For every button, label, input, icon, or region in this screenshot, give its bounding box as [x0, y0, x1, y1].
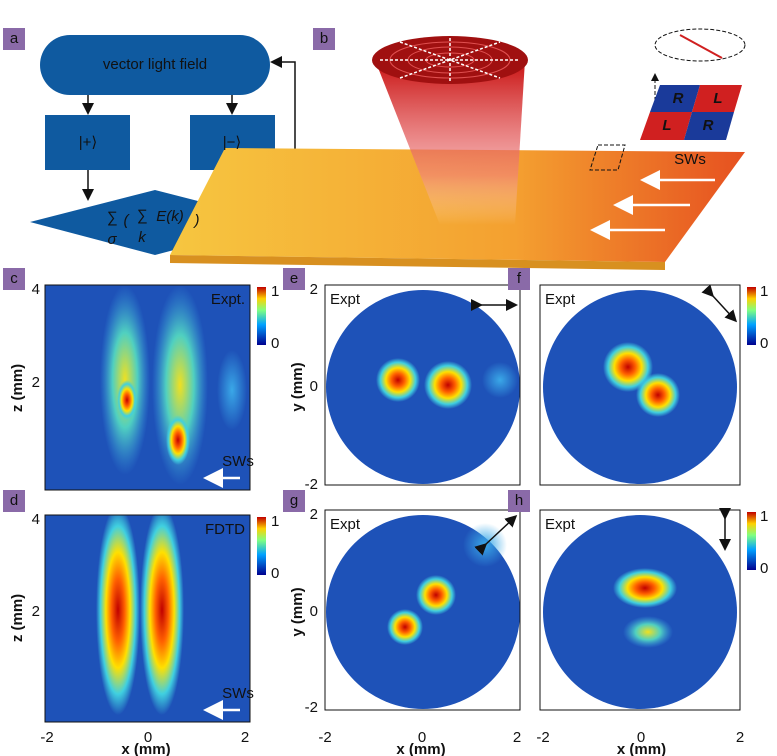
colorbar-label: 1	[271, 513, 279, 530]
sw-arrows	[203, 468, 240, 720]
map-e	[326, 290, 520, 484]
tile-label: L	[713, 90, 722, 107]
panel-badge	[3, 490, 25, 512]
waves-label: SWs	[222, 453, 254, 470]
x-tick-label: 2	[241, 729, 249, 746]
tile-label: L	[662, 117, 671, 134]
map-g	[326, 515, 520, 709]
y-axis-label: z (mm)	[9, 364, 26, 412]
y-tick-label: -2	[305, 699, 318, 716]
wave-arrows	[590, 170, 715, 240]
colorbars	[257, 287, 756, 575]
plate-edge	[170, 255, 665, 270]
colorbar-label: 0	[760, 560, 768, 577]
formula-part: k	[138, 229, 147, 246]
panel-badge	[508, 268, 530, 290]
colorbar-label: 0	[271, 565, 279, 582]
x-tick-label: 2	[736, 729, 744, 746]
y-axis-label: y (mm)	[289, 362, 306, 411]
x-tick-label: 0	[637, 729, 645, 746]
x-axis-label: x (mm)	[617, 741, 666, 756]
axes	[44, 284, 741, 723]
panel-label: e	[290, 270, 298, 287]
y-tick-label: -2	[305, 476, 318, 493]
pol-arrows	[471, 284, 738, 556]
field-arrows	[380, 38, 520, 82]
map-f	[543, 290, 737, 484]
polar-arrow	[679, 34, 723, 59]
waves-label: SWs	[674, 151, 706, 168]
tag: Expt	[330, 516, 361, 533]
source-box	[40, 35, 270, 95]
polar-ellipse	[654, 28, 746, 62]
panel-label: c	[10, 270, 18, 287]
panel-label: h	[515, 492, 523, 509]
formula-part: ∑	[137, 207, 148, 224]
beam	[375, 60, 525, 225]
formula-part: E(k)	[156, 208, 184, 225]
source-label: vector light field	[103, 56, 207, 73]
panel-badge	[283, 268, 305, 290]
x-tick-label: -2	[40, 729, 53, 746]
panel-badge	[283, 490, 305, 512]
colorbar-label: 1	[760, 283, 768, 300]
colorbar-label: 1	[271, 283, 279, 300]
tag: Expt	[545, 291, 576, 308]
panel-label: g	[290, 492, 298, 509]
y-tick-label: 4	[32, 281, 40, 298]
colorbar-label: 1	[760, 508, 768, 525]
tag: Expt	[330, 291, 361, 308]
plus-label: |+⟩	[79, 134, 98, 151]
y-tick-label: 4	[32, 511, 40, 528]
x-tick-label: -2	[536, 729, 549, 746]
y-tick-label: 2	[310, 281, 318, 298]
tile-label: R	[673, 90, 684, 107]
x-tick-label: 2	[513, 729, 521, 746]
formula-part: (	[124, 212, 131, 229]
y-tick-label: 2	[310, 506, 318, 523]
panel-label: b	[320, 30, 328, 47]
x-tick-label: 0	[144, 729, 152, 746]
y-tick-label: 2	[32, 374, 40, 391]
panel-badge	[508, 490, 530, 512]
x-tick-label: 0	[418, 729, 426, 746]
map-d	[45, 515, 250, 722]
map-c	[45, 285, 250, 490]
maps	[44, 284, 756, 723]
tiles	[640, 85, 742, 140]
map-h	[543, 515, 737, 709]
x-axis-label: x (mm)	[121, 741, 170, 756]
x-tick-label: -2	[318, 729, 331, 746]
tag: Expt	[545, 516, 576, 533]
tile-label: R	[703, 117, 714, 134]
y-axis-label: y (mm)	[289, 587, 306, 636]
tag: FDTD	[205, 521, 245, 538]
panel-label: f	[517, 270, 522, 287]
panel-label: d	[10, 492, 18, 509]
panel-badge	[3, 28, 25, 50]
panel-b	[170, 28, 746, 270]
formula-part: σ	[107, 231, 117, 248]
y-tick-label: 0	[310, 378, 318, 395]
minus-label: |−⟩	[223, 134, 242, 151]
waves-label: SWs	[222, 685, 254, 702]
x-axis-label: x (mm)	[396, 741, 445, 756]
panel-badge	[313, 28, 335, 50]
panel-label: a	[10, 30, 19, 47]
colorbar-label: 0	[760, 335, 768, 352]
y-axis-label: z (mm)	[9, 594, 26, 642]
inset-box	[589, 144, 626, 171]
y-tick-label: 2	[32, 603, 40, 620]
formula-part: )	[193, 212, 200, 229]
tag: Expt.	[211, 291, 245, 308]
formula-part: ∑	[107, 209, 118, 226]
panel-badge	[3, 268, 25, 290]
colorbar-label: 0	[271, 335, 279, 352]
plus-box	[45, 115, 130, 170]
y-tick-label: 0	[310, 603, 318, 620]
